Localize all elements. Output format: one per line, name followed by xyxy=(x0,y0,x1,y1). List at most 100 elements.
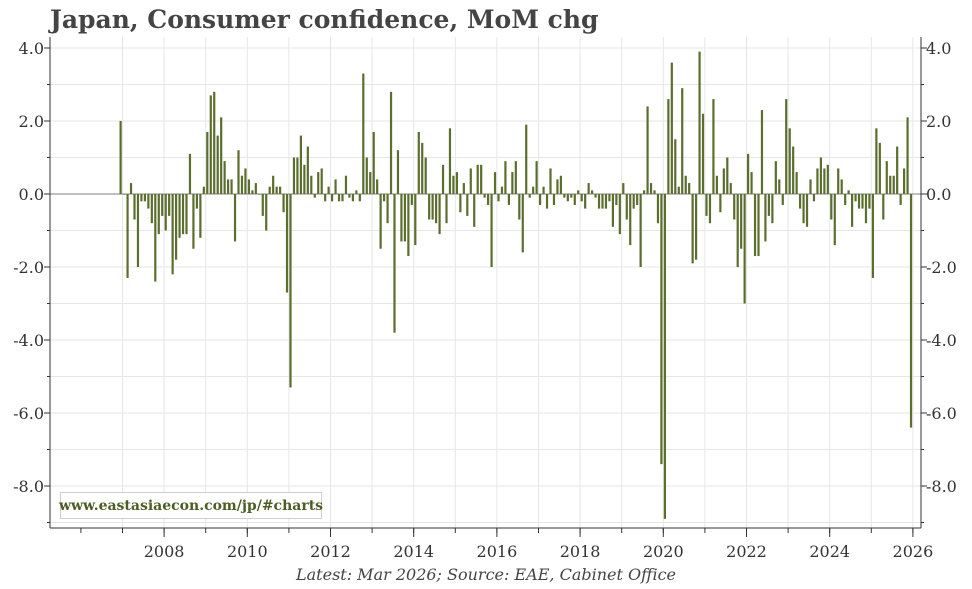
bar xyxy=(809,179,812,194)
bar xyxy=(778,179,781,194)
bar xyxy=(611,194,614,227)
bar xyxy=(344,175,348,194)
bar xyxy=(487,194,490,205)
bar xyxy=(601,194,604,209)
bar xyxy=(636,194,639,205)
bar xyxy=(296,157,299,194)
bar xyxy=(126,194,129,278)
bar xyxy=(483,194,486,198)
bar xyxy=(438,194,441,235)
bar xyxy=(247,179,250,194)
bar xyxy=(604,194,608,209)
bar xyxy=(414,194,417,246)
bar xyxy=(476,164,479,194)
bar xyxy=(178,194,181,238)
bar xyxy=(805,194,809,227)
bar xyxy=(896,146,899,194)
bar xyxy=(272,175,275,194)
bar xyxy=(362,73,365,194)
watermark-box[interactable]: www.eastasiaecon.com/jp/#charts xyxy=(58,492,324,519)
bar xyxy=(143,194,146,202)
x-tick-label: 2026 xyxy=(893,542,934,561)
bar xyxy=(254,183,257,194)
bar xyxy=(504,161,507,194)
y-tick-label-right: -8.0 xyxy=(926,477,957,496)
x-tick-label: 2024 xyxy=(809,542,850,561)
bar xyxy=(448,128,452,194)
bar xyxy=(129,183,133,194)
bar xyxy=(667,99,670,194)
bar xyxy=(351,194,354,202)
bar xyxy=(799,194,802,209)
y-tick-label-right: 2.0 xyxy=(926,112,951,131)
bar xyxy=(889,175,892,194)
bar xyxy=(157,194,160,235)
bar xyxy=(559,175,562,194)
bar xyxy=(161,194,164,216)
bar xyxy=(428,194,431,220)
bar xyxy=(812,194,816,202)
bar xyxy=(348,194,351,198)
bar-series xyxy=(119,51,913,519)
bar xyxy=(545,194,549,209)
bar xyxy=(331,194,334,202)
gridlines xyxy=(50,37,921,528)
bar xyxy=(826,164,829,194)
bar xyxy=(209,95,212,194)
bar xyxy=(369,172,372,194)
bar xyxy=(514,161,517,194)
y-tick-label-left: 0.0 xyxy=(19,185,44,204)
x-tick-label: 2020 xyxy=(643,542,684,561)
bar xyxy=(258,194,261,195)
bar xyxy=(410,194,413,205)
bar xyxy=(303,164,306,194)
bar xyxy=(324,194,327,202)
bar xyxy=(573,194,576,205)
bar xyxy=(864,194,868,224)
bar xyxy=(660,194,663,465)
bar xyxy=(195,194,198,209)
x-tick-label: 2010 xyxy=(227,542,268,561)
bar xyxy=(164,194,167,231)
bar xyxy=(233,194,237,242)
bar xyxy=(455,172,458,194)
bar xyxy=(556,179,559,194)
y-tick-label-left: -4.0 xyxy=(13,331,44,350)
bar xyxy=(552,194,556,205)
bar xyxy=(909,194,913,428)
bar xyxy=(237,150,240,194)
bar xyxy=(833,194,836,246)
bar xyxy=(740,194,743,249)
bar xyxy=(525,124,528,194)
x-tick-label: 2018 xyxy=(560,542,601,561)
bar xyxy=(774,161,777,194)
bar xyxy=(816,168,819,194)
bar xyxy=(327,186,330,194)
bar xyxy=(729,183,732,194)
bar xyxy=(643,190,646,194)
bar xyxy=(507,194,510,205)
bar xyxy=(337,194,341,202)
bar xyxy=(518,194,521,220)
bar xyxy=(653,190,656,194)
bar xyxy=(695,194,698,260)
bar xyxy=(903,168,906,194)
x-tick-label: 2022 xyxy=(726,542,767,561)
bar xyxy=(691,194,694,264)
bar xyxy=(181,194,185,235)
bar xyxy=(539,194,542,205)
bar xyxy=(493,172,497,194)
bar xyxy=(223,161,226,194)
bar xyxy=(882,194,885,220)
bar xyxy=(591,190,594,194)
bar xyxy=(580,194,583,202)
bar xyxy=(393,194,396,333)
bar xyxy=(320,168,323,194)
bar xyxy=(532,186,535,194)
bar xyxy=(861,194,864,209)
watermark-link[interactable]: www.eastasiaecon.com/jp/#charts xyxy=(58,497,324,514)
bar xyxy=(240,175,244,194)
bar xyxy=(407,194,410,257)
bar xyxy=(334,179,337,194)
